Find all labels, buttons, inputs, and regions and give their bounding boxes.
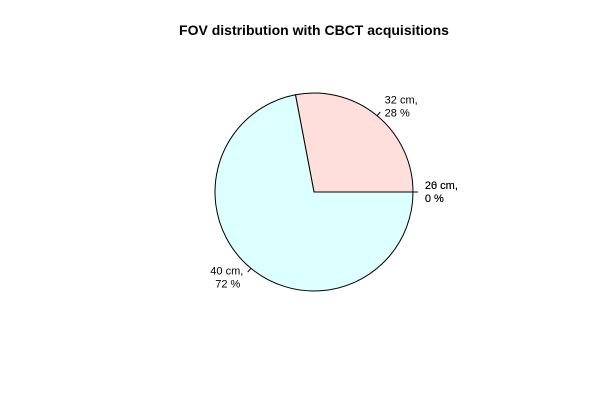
slice-label-3: 40 cm, 72 % bbox=[210, 265, 243, 290]
slice-label-line1-2: 32 cm, bbox=[385, 95, 418, 107]
leader-line-2 bbox=[376, 111, 381, 117]
labels-layer: 20 cm, 0 %26 cm, 0 % 32 cm, 28 % 40 cm, 72 % bbox=[210, 95, 458, 291]
slice-label-line2-0: 0 % bbox=[425, 193, 444, 205]
chart-title: FOV distribution with CBCT acquisitions bbox=[179, 22, 449, 38]
slice-label-1: 26 cm, 0 % bbox=[425, 180, 458, 205]
slice-label-line1-3: 40 cm, bbox=[210, 265, 243, 277]
slice-label-2: 32 cm, 28 % bbox=[385, 95, 418, 120]
slice-label-0: 20 cm, 0 % bbox=[425, 180, 458, 205]
slice-label-line1-0: 20 cm, bbox=[425, 180, 458, 192]
slice-label-line1-1: 26 cm, bbox=[425, 180, 458, 192]
slice-label-line2-1: 0 % bbox=[425, 193, 444, 205]
leader-line-3 bbox=[247, 267, 252, 273]
pie-slice-3 bbox=[214, 94, 414, 292]
slice-label-line2-2: 28 % bbox=[385, 108, 410, 120]
slices-layer bbox=[214, 92, 414, 292]
slice-label-line2-3: 72 % bbox=[215, 278, 240, 290]
